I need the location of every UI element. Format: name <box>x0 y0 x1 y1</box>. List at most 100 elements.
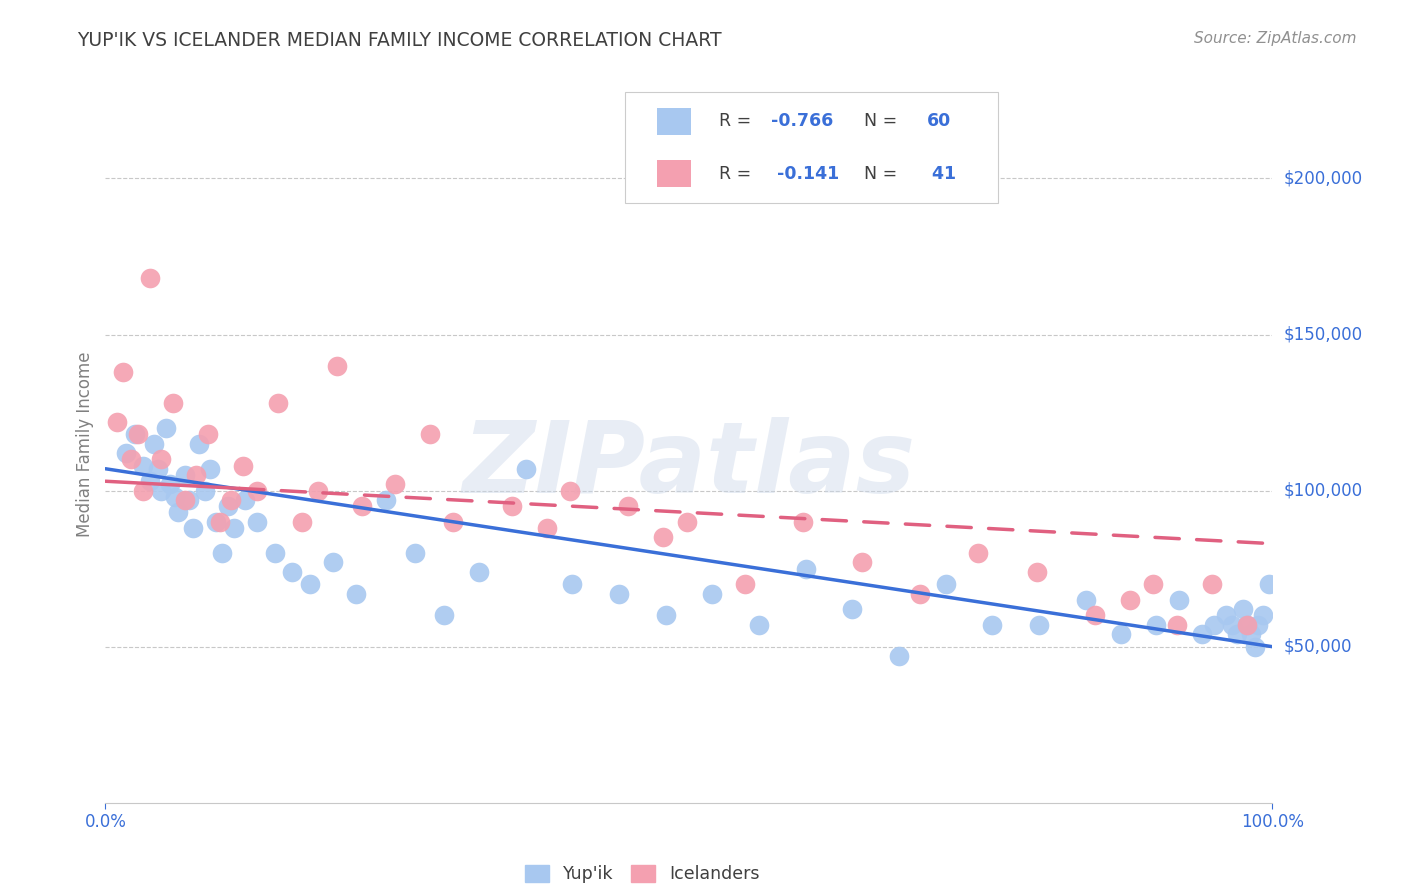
Point <box>1144 618 1167 632</box>
Point <box>263 546 285 560</box>
Point <box>307 483 329 498</box>
Point <box>675 515 697 529</box>
Point <box>404 546 426 560</box>
Point <box>1251 608 1274 623</box>
Point <box>194 483 217 498</box>
Point <box>501 500 523 514</box>
Point <box>851 555 873 570</box>
Text: -0.141: -0.141 <box>772 165 839 183</box>
Point <box>1202 618 1225 632</box>
Point <box>186 467 208 482</box>
Point <box>173 492 195 507</box>
Point <box>1236 618 1258 632</box>
Point <box>1191 627 1213 641</box>
Text: N =: N = <box>853 112 903 130</box>
Point <box>181 521 204 535</box>
Text: $100,000: $100,000 <box>1284 482 1362 500</box>
Text: R =: R = <box>718 112 756 130</box>
Y-axis label: Median Family Income: Median Family Income <box>76 351 94 536</box>
Point <box>748 618 770 632</box>
Point <box>1240 627 1263 641</box>
Point <box>217 500 239 514</box>
Point <box>221 492 243 507</box>
Bar <box>658 108 690 135</box>
Point <box>105 415 128 429</box>
Point <box>441 515 464 529</box>
Point <box>536 521 558 535</box>
Point <box>1028 618 1050 632</box>
Point <box>143 437 166 451</box>
Point <box>132 483 155 498</box>
Point <box>267 396 290 410</box>
Point <box>607 587 630 601</box>
Point <box>515 462 537 476</box>
Point <box>1109 627 1132 641</box>
Point <box>246 515 269 529</box>
Point <box>887 649 910 664</box>
Point <box>159 477 181 491</box>
Point <box>205 515 228 529</box>
Point <box>561 577 583 591</box>
Text: Source: ZipAtlas.com: Source: ZipAtlas.com <box>1194 31 1357 46</box>
Point <box>235 492 257 507</box>
Point <box>132 458 155 473</box>
Point <box>200 462 222 476</box>
Point <box>419 427 441 442</box>
Point <box>652 530 675 544</box>
Point <box>179 492 201 507</box>
Point <box>124 427 146 442</box>
Point <box>155 421 177 435</box>
Point <box>794 562 817 576</box>
Text: YUP'IK VS ICELANDER MEDIAN FAMILY INCOME CORRELATION CHART: YUP'IK VS ICELANDER MEDIAN FAMILY INCOME… <box>77 31 721 50</box>
Point <box>1244 640 1267 654</box>
Point <box>1025 565 1047 579</box>
Point <box>468 565 491 579</box>
Point <box>1226 627 1249 641</box>
Text: ZIPatlas: ZIPatlas <box>463 417 915 514</box>
Point <box>281 565 304 579</box>
Point <box>1258 577 1281 591</box>
Point <box>165 490 187 504</box>
Point <box>344 587 367 601</box>
Point <box>1232 602 1254 616</box>
Point <box>150 483 173 498</box>
Point <box>352 500 374 514</box>
Text: 60: 60 <box>927 112 950 130</box>
Point <box>208 515 231 529</box>
Point <box>1166 618 1188 632</box>
Point <box>139 271 162 285</box>
Point <box>111 365 134 379</box>
Text: $50,000: $50,000 <box>1284 638 1353 656</box>
Point <box>908 587 931 601</box>
Point <box>232 458 254 473</box>
Point <box>792 515 814 529</box>
Point <box>166 505 188 519</box>
Point <box>322 555 344 570</box>
Point <box>374 492 396 507</box>
Point <box>1215 608 1237 623</box>
Text: N =: N = <box>853 165 903 183</box>
Point <box>120 452 142 467</box>
Point <box>127 427 149 442</box>
Point <box>146 462 169 476</box>
Bar <box>658 161 690 187</box>
Point <box>115 446 138 460</box>
Point <box>841 602 863 616</box>
Text: $200,000: $200,000 <box>1284 169 1362 187</box>
Point <box>1168 593 1191 607</box>
Point <box>173 467 195 482</box>
Point <box>1119 593 1142 607</box>
Point <box>290 515 312 529</box>
Point <box>1142 577 1164 591</box>
Point <box>558 483 581 498</box>
Point <box>702 587 724 601</box>
Point <box>162 396 184 410</box>
Point <box>654 608 676 623</box>
Point <box>187 437 209 451</box>
Point <box>1084 608 1107 623</box>
Point <box>246 483 269 498</box>
Point <box>617 500 640 514</box>
Point <box>298 577 321 591</box>
Point <box>325 359 347 373</box>
Point <box>1201 577 1223 591</box>
